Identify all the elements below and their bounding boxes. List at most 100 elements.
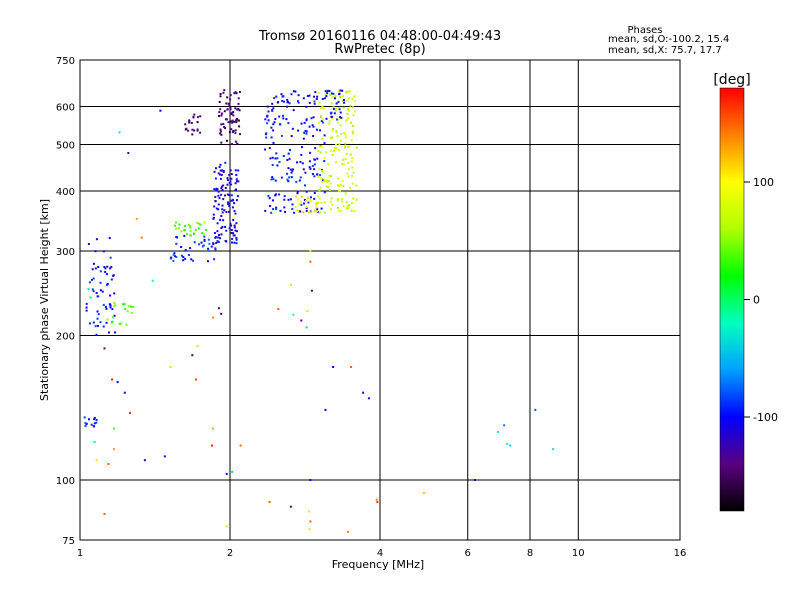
data-point (339, 124, 342, 127)
data-point (344, 192, 347, 195)
data-point (218, 115, 220, 117)
data-point (235, 242, 238, 245)
data-point (93, 416, 96, 419)
data-point (299, 210, 302, 213)
data-point (272, 199, 274, 202)
data-point (300, 122, 303, 125)
y-tick-label: 75 (62, 536, 75, 547)
data-point (187, 129, 190, 132)
data-point (278, 161, 281, 163)
data-point (319, 174, 322, 177)
data-point (331, 129, 334, 132)
data-point (226, 139, 228, 142)
data-point (509, 444, 512, 447)
data-point (221, 188, 224, 191)
data-point (318, 121, 320, 124)
data-point (325, 185, 328, 188)
data-point (231, 237, 234, 240)
data-point (276, 164, 279, 167)
data-point (202, 233, 205, 236)
data-point (272, 141, 275, 144)
data-point (103, 347, 106, 350)
data-point (175, 256, 178, 258)
data-point (269, 157, 272, 160)
data-point (190, 122, 193, 124)
data-point (234, 129, 237, 132)
data-point (226, 193, 229, 196)
data-point (311, 124, 314, 127)
data-point (299, 160, 302, 163)
data-point (207, 260, 209, 263)
data-point (290, 171, 293, 174)
data-point (219, 218, 222, 221)
data-point (212, 316, 215, 319)
data-point (272, 178, 275, 181)
data-point (312, 135, 315, 137)
data-point (102, 250, 105, 253)
data-point (173, 252, 176, 255)
data-point (306, 95, 309, 97)
data-point (222, 198, 225, 201)
data-point (289, 283, 292, 286)
data-point (308, 160, 311, 163)
data-point (226, 96, 229, 99)
data-point (330, 208, 332, 211)
data-point (219, 169, 222, 172)
data-point (352, 171, 355, 174)
data-point (319, 186, 322, 189)
data-point (95, 333, 98, 336)
data-point (320, 177, 323, 180)
data-point (230, 232, 233, 234)
data-point (112, 316, 115, 319)
data-point (140, 236, 143, 239)
data-point (291, 169, 294, 172)
data-point (97, 313, 100, 316)
data-point (345, 119, 348, 122)
data-point (89, 296, 92, 299)
data-point (315, 202, 318, 205)
data-point (230, 229, 233, 231)
y-tick-label: 600 (56, 103, 75, 114)
data-point (305, 130, 308, 133)
data-point (217, 236, 219, 239)
data-point (332, 92, 335, 95)
data-point (279, 209, 282, 212)
data-point (116, 381, 119, 384)
data-point (266, 105, 269, 108)
data-point (104, 305, 107, 308)
data-point (339, 111, 342, 114)
data-point (313, 102, 316, 105)
data-point (129, 411, 131, 414)
data-point (92, 321, 95, 324)
data-point (318, 167, 321, 170)
data-point (219, 130, 222, 133)
data-point (99, 321, 102, 324)
data-point (321, 180, 324, 183)
data-point (230, 183, 233, 186)
data-point (93, 425, 95, 428)
data-point (342, 184, 345, 187)
data-point (309, 520, 312, 523)
data-point (213, 205, 216, 208)
y-tick-label: 300 (56, 247, 75, 258)
data-point (220, 193, 223, 196)
data-point (271, 156, 274, 159)
data-point (351, 98, 354, 101)
data-point (191, 133, 194, 136)
data-point (302, 168, 305, 171)
data-point (308, 211, 311, 214)
data-point (224, 187, 227, 189)
data-point (297, 94, 300, 97)
data-point (225, 472, 228, 475)
data-point (266, 122, 269, 125)
data-point (346, 205, 349, 208)
data-point (283, 198, 286, 201)
data-point (362, 391, 365, 394)
data-point (292, 109, 295, 112)
data-point (220, 227, 223, 230)
data-point (338, 108, 341, 111)
data-point (217, 194, 220, 197)
data-point (225, 229, 228, 232)
data-point (112, 274, 115, 277)
gridlines (80, 60, 680, 540)
